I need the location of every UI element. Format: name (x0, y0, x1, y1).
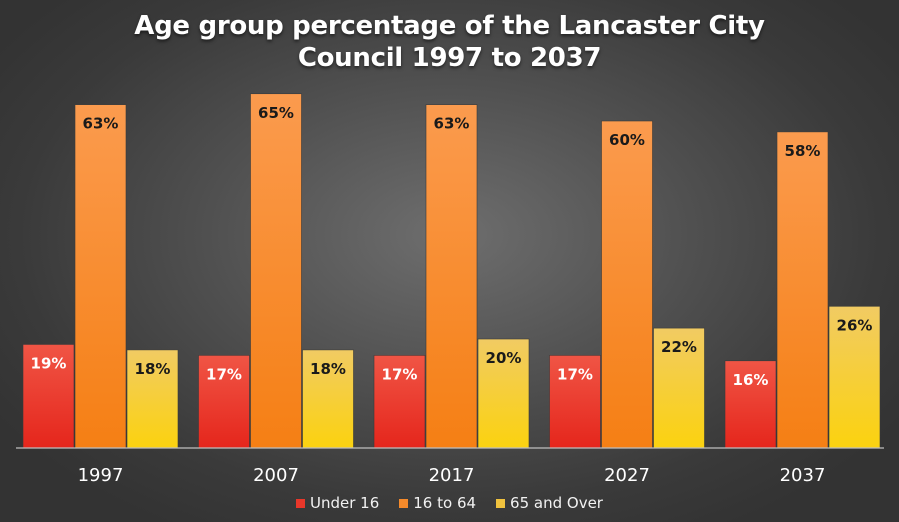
bar-16-to-64-2017 (425, 104, 478, 449)
legend-label-65-and-over: 65 and Over (510, 494, 603, 512)
data-label-65-and-over-2037: 26% (837, 316, 873, 334)
legend-swatch-under-16 (296, 498, 305, 508)
legend: Under 16 16 to 64 65 and Over (0, 494, 899, 512)
bar-16-to-64-2037 (776, 131, 829, 449)
x-tick-label-2027: 2027 (604, 465, 650, 486)
bar-16-to-64-2007 (250, 93, 302, 449)
data-label-16-to-64-1997: 63% (83, 115, 119, 133)
x-tick-label-2007: 2007 (253, 465, 299, 486)
data-label-under-16-2007: 17% (206, 365, 242, 383)
data-label-under-16-2037: 16% (733, 371, 769, 389)
legend-label-under-16: Under 16 (310, 494, 380, 512)
data-label-16-to-64-2017: 63% (434, 115, 470, 133)
legend-swatch-16-to-64 (399, 498, 409, 508)
chart-title-line-2: Council 1997 to 2037 (297, 43, 602, 73)
bar-65-and-over-2037 (828, 305, 881, 449)
legend-swatch-65-and-over (496, 498, 506, 508)
data-label-65-and-over-1997: 18% (135, 360, 171, 378)
bar-65-and-over-2007 (302, 349, 354, 449)
x-tick-label-2017: 2017 (429, 465, 475, 486)
data-label-65-and-over-2017: 20% (486, 349, 522, 367)
chart-title-line-1: Age group percentage of the Lancaster Ci… (134, 11, 765, 41)
data-label-under-16-2017: 17% (382, 365, 418, 383)
bar-65-and-over-2017 (477, 338, 530, 449)
data-label-65-and-over-2027: 22% (661, 338, 697, 356)
bar-under-16-2017 (373, 355, 426, 449)
x-tick-label-1997: 1997 (78, 465, 124, 486)
data-label-16-to-64-2027: 60% (609, 131, 645, 149)
bar-under-16-2007 (198, 355, 250, 449)
bar-16-to-64-1997 (74, 104, 127, 449)
chart-title: Age group percentage of the Lancaster Ci… (0, 10, 899, 74)
data-labels-layer: 19% 63% 18% 17% 65% 18% 17% 63% 20% 17% 60% 22% 16% 5… (31, 104, 873, 389)
data-label-16-to-64-2037: 58% (785, 142, 821, 160)
bar-65-and-over-1997 (126, 349, 179, 449)
legend-label-16-to-64: 16 to 64 (413, 494, 477, 512)
data-label-under-16-2027: 17% (557, 365, 593, 383)
legend-item-under-16: Under 16 (296, 494, 379, 512)
bar-under-16-2027 (549, 355, 601, 449)
data-label-under-16-1997: 19% (31, 354, 67, 372)
legend-item-16-to-64: 16 to 64 (399, 494, 476, 512)
legend-item-65-and-over: 65 and Over (496, 494, 603, 512)
bars-layer (22, 93, 881, 449)
x-tick-label-2037: 2037 (780, 465, 826, 486)
data-label-65-and-over-2007: 18% (310, 360, 346, 378)
x-tick-labels-layer: 1997 2007 2017 2027 2037 (78, 465, 826, 486)
bar-65-and-over-2027 (653, 327, 705, 449)
bar-16-to-64-2027 (601, 120, 653, 449)
data-label-16-to-64-2007: 65% (258, 104, 294, 122)
